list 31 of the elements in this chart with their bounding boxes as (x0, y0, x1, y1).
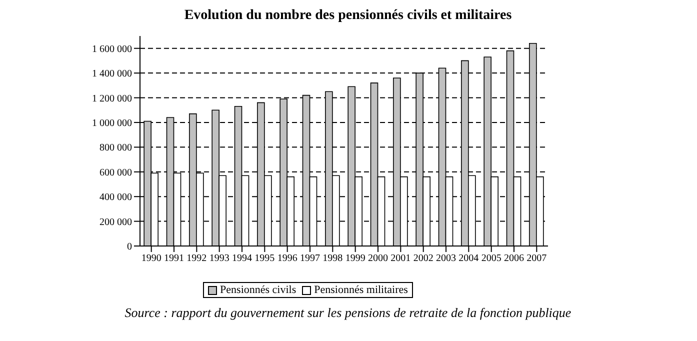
y-tick-label: 0 (127, 242, 132, 253)
x-tick-label: 2001 (390, 253, 411, 264)
y-tick-label: 1 400 000 (92, 68, 132, 80)
x-tick-label: 1997 (300, 253, 320, 264)
x-tick-label: 2004 (458, 253, 479, 264)
x-tick-label: 1994 (232, 253, 252, 264)
x-tick-label: 1996 (277, 253, 298, 264)
x-tick-label: 2003 (436, 253, 456, 264)
y-tick-label: 200 000 (100, 216, 132, 228)
y-tick-label: 1 600 000 (92, 44, 132, 55)
legend-label: Pensionnés civils (219, 284, 296, 296)
x-tick-label: 1999 (345, 253, 366, 264)
x-tick-label: 2000 (368, 253, 388, 264)
y-tick-label: 600 000 (100, 167, 132, 178)
source-note: Source : rapport du gouvernement sur les pensions de retraite de la fonction publique (124, 305, 572, 321)
x-tick-label: 2002 (413, 253, 434, 264)
x-tick-label: 1993 (209, 253, 230, 264)
x-tick-label: 1995 (254, 253, 275, 264)
x-tick-label: 2007 (526, 253, 547, 264)
x-tick-label: 1990 (141, 253, 162, 264)
y-tick-label: 1 000 000 (92, 118, 132, 130)
y-tick-label: 1 200 000 (92, 93, 132, 104)
x-tick-label: 1991 (164, 253, 184, 264)
legend-label: Pensionnés militaires (313, 284, 408, 296)
y-tick-label: 400 000 (100, 192, 132, 204)
x-tick-label: 2005 (481, 253, 502, 264)
x-tick-label: 1992 (186, 253, 207, 264)
y-tick-label: 800 000 (100, 142, 132, 154)
x-tick-label: 1998 (322, 253, 343, 264)
x-tick-label: 2006 (504, 253, 524, 264)
chart-title: Evolution du nombre des pensionnés civils et militaires (183, 8, 513, 24)
